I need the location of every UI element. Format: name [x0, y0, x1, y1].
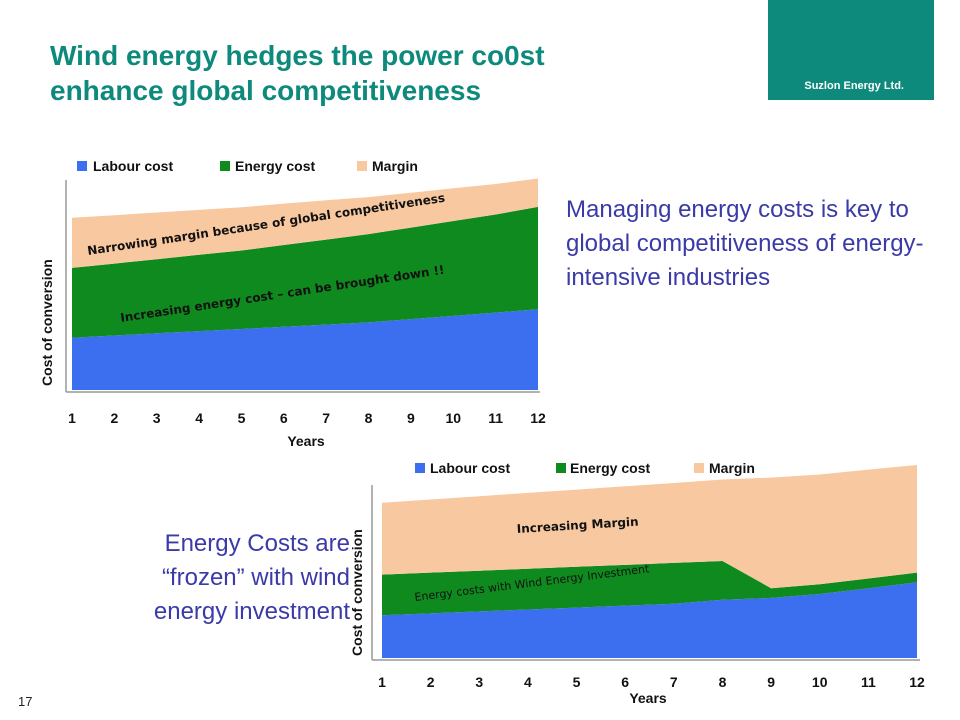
chart-2-legend-margin: Margin [709, 460, 755, 476]
chart-2-x-tick-label: 2 [427, 674, 435, 690]
chart-1-series-margin [72, 178, 538, 268]
chart-2-x-tick-label: 5 [573, 674, 581, 690]
chart-2-x-tick-label: 6 [621, 674, 629, 690]
frozen-costs-line-3: energy investment [153, 598, 350, 625]
chart-2-series-margin [382, 465, 917, 589]
brand-name: Suzlon Energy Ltd. [804, 80, 904, 92]
chart-1-legend-swatch-energy [220, 161, 230, 171]
chart-2-series-labour-cost [382, 582, 917, 658]
frozen-costs-text: Energy Costs are “frozen” with wind ener… [110, 527, 350, 629]
chart-1-x-tick-label: 12 [530, 410, 546, 426]
chart-2-x-tick-label: 1 [378, 674, 386, 690]
frozen-costs-line-2: “frozen” with wind [161, 564, 350, 591]
chart-2-legend-labour: Labour cost [430, 460, 510, 476]
chart-1-series-energy-cost [72, 206, 538, 338]
chart-2-x-axis-title: Years [629, 690, 667, 706]
chart-1-x-tick-label: 11 [488, 410, 503, 426]
chart-2-legend-swatch-energy [556, 463, 566, 473]
chart-2-legend-energy: Energy cost [570, 460, 650, 476]
chart-2-x-tick-label: 4 [524, 674, 532, 690]
chart-1-x-tick-label: 1 [68, 410, 76, 426]
chart-2-legend-swatch-labour [415, 463, 425, 473]
chart-2-x-tick-label: 3 [475, 674, 483, 690]
chart-1-x-tick-label: 4 [195, 410, 203, 426]
chart-1-legend-labour: Labour cost [93, 158, 173, 174]
chart-1-x-tick-label: 10 [446, 410, 462, 426]
managing-costs-text: Managing energy costs is key to global c… [566, 196, 924, 291]
chart-2-x-tick-label: 10 [812, 674, 828, 690]
title-line-2: enhance global competitiveness [50, 75, 482, 106]
chart-1-x-tick-label: 8 [365, 410, 373, 426]
chart-2-areas [382, 465, 917, 658]
chart-2-x-ticks: 1 2 3 4 5 6 7 8 9 10 11 12 [378, 674, 925, 690]
chart-1-legend-swatch-labour [77, 161, 87, 171]
chart-2-legend-swatch-margin [694, 463, 704, 473]
title-line-1: Wind energy hedges the power co0st [50, 40, 545, 71]
chart-2-x-tick-label: 7 [670, 674, 678, 690]
chart-1-x-tick-label: 7 [322, 410, 330, 426]
chart-2-x-tick-label: 11 [861, 674, 876, 690]
page-number: 17 [18, 694, 33, 709]
chart-1-legend-energy: Energy cost [235, 158, 315, 174]
chart-1-x-ticks: 1 2 3 4 5 6 7 8 9 10 11 12 [68, 410, 546, 426]
chart-2-series-energy-cost [382, 561, 917, 616]
chart-2-x-tick-label: 12 [909, 674, 925, 690]
chart-1-x-tick-label: 5 [238, 410, 246, 426]
chart-2-x-tick-label: 8 [719, 674, 727, 690]
frozen-costs-line-1: Energy Costs are [164, 530, 350, 557]
chart-1-x-tick-label: 2 [111, 410, 119, 426]
chart-1-y-axis-title: Cost of conversion [39, 259, 55, 386]
brand-tab: Suzlon Energy Ltd. [768, 0, 934, 100]
chart-1-legend-swatch-margin [357, 161, 367, 171]
chart-1-x-axis-title: Years [287, 433, 325, 449]
chart-1-areas [72, 178, 538, 390]
chart-2-y-axis-title: Cost of conversion [349, 529, 365, 656]
chart-1-x-tick-label: 6 [280, 410, 288, 426]
chart-1-series-labour-cost [72, 309, 538, 390]
slide-title: Wind energy hedges the power co0st enhan… [50, 38, 690, 108]
chart-1-x-tick-label: 9 [407, 410, 415, 426]
chart-1-x-tick-label: 3 [153, 410, 161, 426]
chart-1-legend-margin: Margin [372, 158, 418, 174]
chart-2-x-tick-label: 9 [767, 674, 775, 690]
